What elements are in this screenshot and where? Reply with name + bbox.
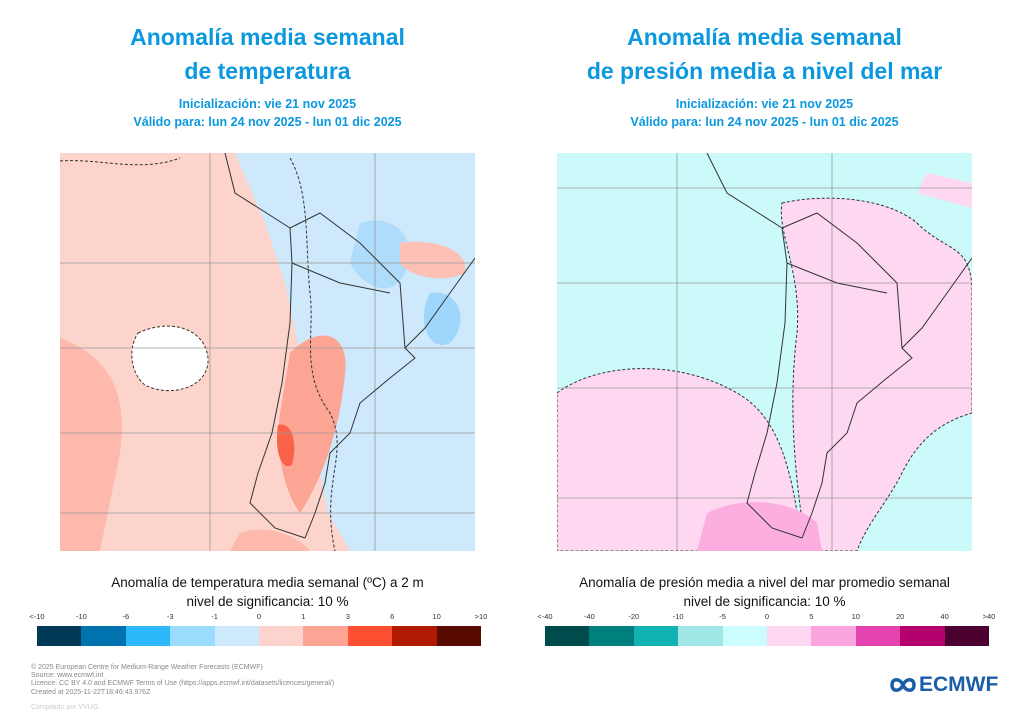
colorbar-tick-label: 1 [301,612,306,621]
colorbar-swatch [214,626,260,646]
colorbar-swatch [545,626,590,646]
colorbar-tick-label: -5 [719,612,726,621]
colorbar-tick-label: -10 [672,612,684,621]
colorbar-tick-label: 6 [390,612,395,621]
colorbar-swatch [303,626,348,646]
colorbar-swatch [767,626,812,646]
colorbar-swatch [633,626,679,646]
colorbar-tick-label: -20 [628,612,640,621]
left-title-line2: de temperatura [184,58,351,84]
colorbar-swatch [436,626,482,646]
colorbar-tick-label: >10 [474,612,488,621]
colorbar-swatch [259,626,304,646]
colorbar-swatch [589,626,634,646]
temperature-anomaly-map [60,153,475,551]
left-init-date: Inicialización: vie 21 nov 2025 [178,97,357,111]
temperature-colorbar: <-10 -10 -6 -3 -1 0 1 3 6 10 >10 [29,612,487,646]
right-caption: Anomalía de presión media a nivel del ma… [557,573,972,611]
colorbar-tick-label: >40 [982,612,996,621]
right-init-date: Inicialización: vie 21 nov 2025 [675,97,854,111]
colorbar-swatch [900,626,945,646]
colorbar-swatch [125,626,171,646]
colorbar-swatch [811,626,856,646]
colorbar-tick-label: -10 [75,612,87,621]
colorbar-tick-label: 5 [809,612,814,621]
colorbar-tick-label: -6 [122,612,130,621]
left-caption-title: Anomalía de temperatura media semanal (º… [111,575,424,590]
colorbar-tick-label: 40 [940,612,949,621]
left-valid-range: Válido para: lun 24 nov 2025 - lun 01 di… [133,115,402,129]
colorbar-tick-label: 10 [432,612,441,621]
left-significance: nivel de significancia: 10 % [186,594,349,609]
left-colorbar-swatches [37,626,482,646]
pressure-anomaly-map [557,153,972,551]
right-colorbar-ticks: <-40 -40 -20 -10 -5 0 5 10 20 40 >40 [537,612,995,626]
colorbar-tick-label: 20 [896,612,905,621]
left-colorbar-ticks: <-10 -10 -6 -3 -1 0 1 3 6 10 >10 [29,612,487,626]
colorbar-tick-label: 10 [851,612,860,621]
created-at: Created at 2025-11-22T18:46:43.976Z [31,688,151,696]
right-subtitle: Inicialización: vie 21 nov 2025 Válido p… [557,95,972,131]
right-colorbar-swatches [545,626,990,646]
right-title-line1: Anomalía media semanal [627,24,902,50]
colorbar-swatch [392,626,437,646]
copyright: © 2025 European Centre for Medium-Range … [31,664,263,671]
right-title-line2: de presión media a nivel del mar [586,58,943,84]
left-title: Anomalía media semanal de temperatura [60,20,475,88]
left-title-line1: Anomalía media semanal [130,24,405,50]
right-valid-range: Válido para: lun 24 nov 2025 - lun 01 di… [630,115,899,129]
colorbar-swatch [678,626,723,646]
colorbar-tick-label: -1 [211,612,218,621]
compiled-by: Compilado por VVUG [31,704,99,711]
pressure-colorbar: <-40 -40 -20 -10 -5 0 5 10 20 40 >40 [537,612,995,646]
colorbar-tick-label: -3 [166,612,174,621]
ecmwf-logo: ECMWF [890,673,998,697]
ecmwf-logo-icon [890,678,916,692]
colorbar-tick-label: 3 [345,612,350,621]
colorbar-swatch [37,626,82,646]
right-significance: nivel de significancia: 10 % [683,594,846,609]
right-title: Anomalía media semanal de presión media … [557,20,972,88]
left-subtitle: Inicialización: vie 21 nov 2025 Válido p… [60,95,475,131]
colorbar-tick-label: -40 [583,612,595,621]
colorbar-tick-label: <-40 [537,612,553,621]
left-caption: Anomalía de temperatura media semanal (º… [60,573,475,611]
colorbar-swatch [81,626,126,646]
colorbar-tick-label: <-10 [29,612,45,621]
footer-credits: © 2025 European Centre for Medium-Range … [31,664,334,697]
source: Source: www.ecmwf.int [31,672,104,680]
colorbar-tick-label: 0 [256,612,262,621]
colorbar-swatch [722,626,768,646]
colorbar-swatch [170,626,215,646]
ecmwf-logo-text: ECMWF [919,673,999,696]
colorbar-swatch [944,626,990,646]
licence: Licence: CC BY 4.0 and ECMWF Terms of Us… [31,680,335,688]
colorbar-swatch [855,626,901,646]
colorbar-swatch [347,626,393,646]
colorbar-tick-label: 0 [764,612,770,621]
right-caption-title: Anomalía de presión media a nivel del ma… [579,575,950,590]
